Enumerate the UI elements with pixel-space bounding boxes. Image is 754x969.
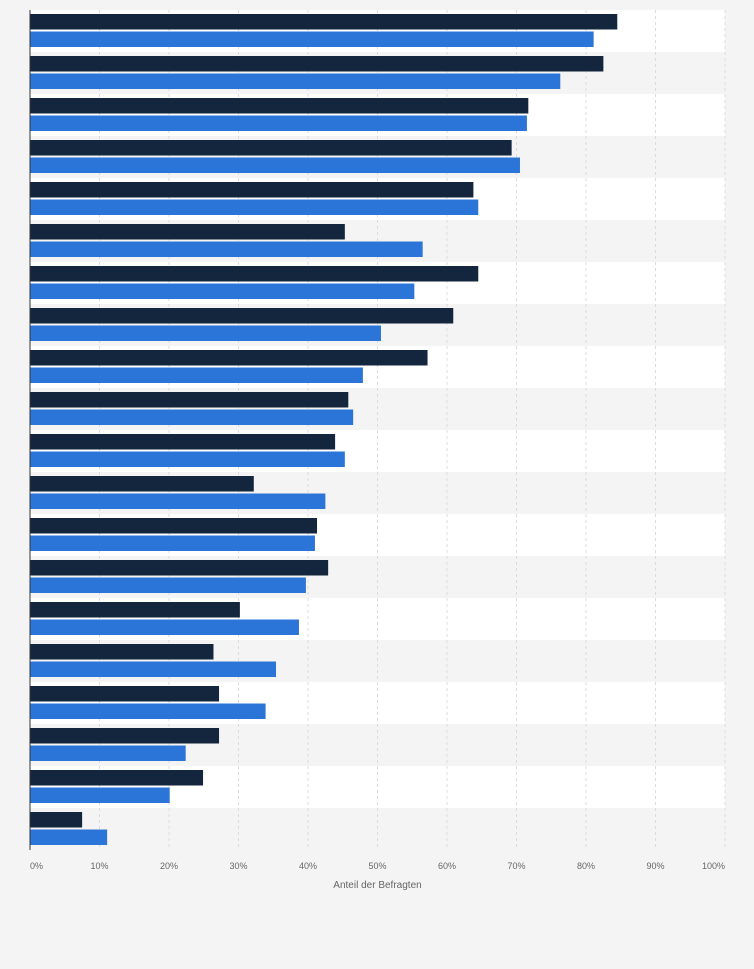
x-tick-labels: 0% 10% 20% 30% 40% 50% 60% 70% 80% 90% 100% xyxy=(30,861,725,871)
bar-series-1 xyxy=(30,770,204,786)
bar-series-2 xyxy=(30,703,266,719)
bar-series-2 xyxy=(30,73,561,89)
x-tick-label: 30% xyxy=(229,861,247,871)
bar-series-1 xyxy=(30,350,428,366)
bar-series-2 xyxy=(30,325,381,341)
bar-series-1 xyxy=(30,98,529,114)
bar-series-2 xyxy=(30,661,277,677)
bar-series-1 xyxy=(30,308,454,324)
x-tick-label: 90% xyxy=(646,861,664,871)
bar-series-2 xyxy=(30,115,527,131)
x-tick-label: 0% xyxy=(30,861,43,871)
bar-series-1 xyxy=(30,560,329,576)
bar-series-1 xyxy=(30,434,336,450)
x-tick-label: 80% xyxy=(577,861,595,871)
bar-series-2 xyxy=(30,283,415,299)
bar-series-2 xyxy=(30,451,345,467)
bars xyxy=(30,14,618,845)
x-tick-label: 70% xyxy=(507,861,525,871)
x-axis-label: Anteil der Befragten xyxy=(333,880,421,891)
x-tick-label: 20% xyxy=(160,861,178,871)
x-tick-label: 10% xyxy=(90,861,108,871)
bar-series-2 xyxy=(30,199,479,215)
bar-series-2 xyxy=(30,619,299,635)
bar-series-2 xyxy=(30,409,354,425)
bar-series-2 xyxy=(30,367,363,383)
bar-series-2 xyxy=(30,241,423,257)
bar-series-1 xyxy=(30,266,479,282)
bar-series-1 xyxy=(30,476,254,492)
bar-series-1 xyxy=(30,518,318,534)
x-tick-label: 40% xyxy=(299,861,317,871)
bar-series-2 xyxy=(30,787,170,803)
bar-series-2 xyxy=(30,493,326,509)
bar-series-1 xyxy=(30,14,618,30)
x-tick-label: 60% xyxy=(438,861,456,871)
bar-series-1 xyxy=(30,644,214,660)
bar-series-2 xyxy=(30,829,108,845)
bar-series-2 xyxy=(30,31,594,47)
bar-series-1 xyxy=(30,140,512,156)
bar-series-1 xyxy=(30,686,220,702)
bar-series-1 xyxy=(30,56,604,72)
bar-series-1 xyxy=(30,182,474,198)
x-tick-label: 100% xyxy=(702,861,725,871)
bar-series-2 xyxy=(30,577,306,593)
bar-series-2 xyxy=(30,157,520,173)
bar-series-1 xyxy=(30,392,349,408)
x-tick-label: 50% xyxy=(368,861,386,871)
bar-series-2 xyxy=(30,535,315,551)
bar-series-2 xyxy=(30,745,186,761)
bar-series-1 xyxy=(30,602,240,618)
bar-series-1 xyxy=(30,224,345,240)
bar-series-1 xyxy=(30,812,83,828)
bar-series-1 xyxy=(30,728,220,744)
